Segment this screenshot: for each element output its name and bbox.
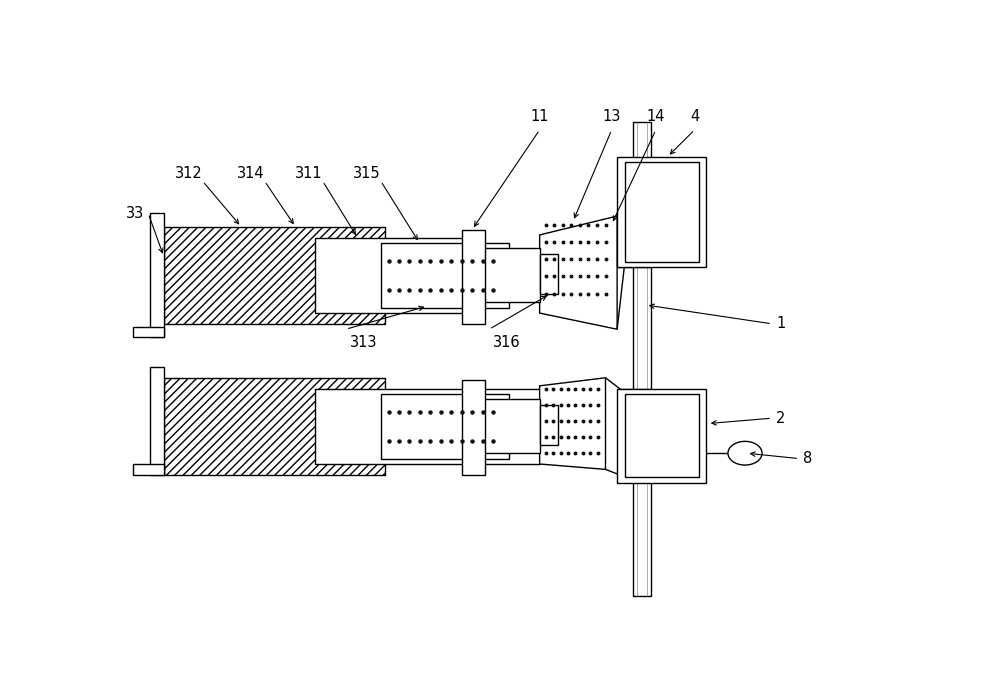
Text: 8: 8: [803, 451, 812, 466]
Bar: [315, 237, 482, 313]
Bar: [164, 378, 385, 475]
Bar: [315, 389, 540, 464]
Bar: [462, 381, 485, 475]
Text: 2: 2: [776, 411, 785, 426]
Text: 313: 313: [350, 335, 377, 349]
Text: 314: 314: [237, 166, 264, 181]
Bar: [164, 227, 385, 324]
Text: 13: 13: [603, 109, 621, 125]
Bar: [381, 243, 509, 308]
Bar: [133, 464, 164, 475]
Bar: [540, 405, 558, 445]
Bar: [633, 122, 651, 596]
Text: 14: 14: [647, 109, 665, 125]
Polygon shape: [540, 216, 617, 329]
Bar: [462, 230, 485, 324]
Bar: [133, 326, 164, 337]
Text: 4: 4: [690, 109, 699, 125]
Bar: [482, 248, 540, 302]
Bar: [540, 254, 558, 294]
Bar: [381, 246, 485, 305]
Bar: [625, 394, 698, 477]
Text: 312: 312: [175, 166, 202, 181]
Polygon shape: [540, 378, 606, 470]
Bar: [625, 162, 698, 262]
Bar: [150, 367, 164, 475]
Text: 1: 1: [776, 316, 785, 331]
Text: 316: 316: [493, 335, 521, 349]
Text: 33: 33: [126, 206, 144, 221]
Bar: [617, 389, 706, 483]
Bar: [617, 157, 706, 267]
Text: 11: 11: [530, 109, 549, 125]
Text: 315: 315: [353, 166, 381, 181]
Text: 311: 311: [295, 166, 323, 181]
Bar: [482, 399, 540, 453]
Bar: [381, 394, 509, 458]
Circle shape: [728, 442, 762, 465]
Bar: [150, 214, 164, 337]
